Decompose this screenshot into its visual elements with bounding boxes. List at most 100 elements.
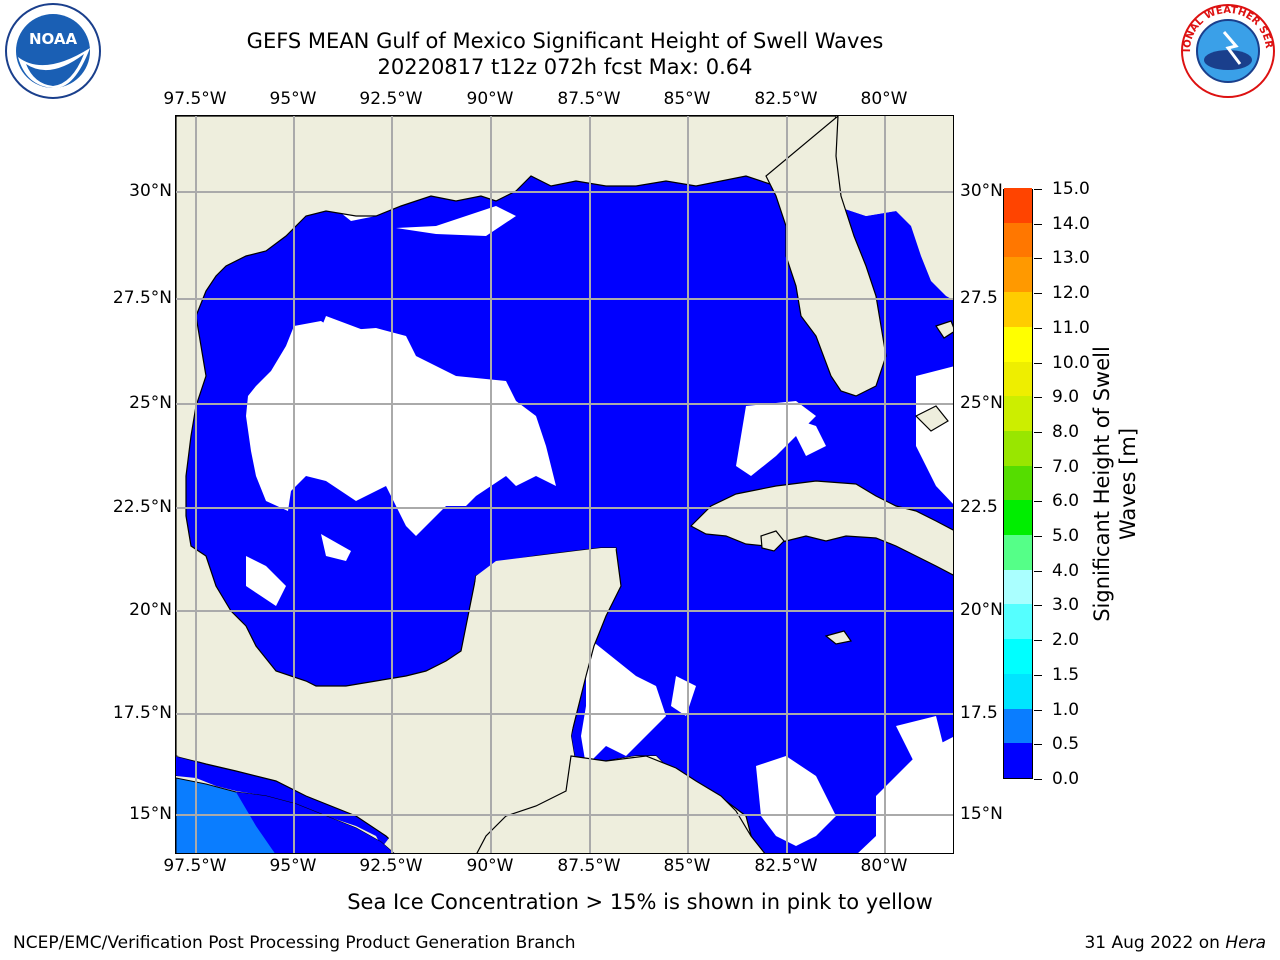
land-florida — [776, 116, 953, 300]
colorbar-tick — [1034, 501, 1042, 503]
colorbar-tick — [1034, 431, 1042, 433]
colorbar-segment — [1004, 326, 1032, 362]
lat-label: 22.5°N — [112, 497, 172, 517]
land-honduras — [476, 755, 766, 853]
colorbar-tick — [1034, 293, 1042, 295]
land-jamaica — [824, 630, 853, 645]
svg-text:NOAA: NOAA — [29, 30, 78, 48]
colorbar-tick — [1034, 466, 1042, 468]
land-bahamas-2 — [914, 405, 949, 432]
colorbar-tick-label: 15.0 — [1052, 179, 1090, 199]
lon-label: 80°W — [860, 856, 908, 876]
colorbar — [1003, 187, 1033, 779]
colorbar-segment — [1004, 395, 1032, 431]
lon-label: 87.5°W — [557, 89, 621, 109]
colorbar-title-line2: Waves [m] — [1116, 427, 1140, 541]
land-bahamas-1 — [935, 320, 953, 339]
colorbar-tick — [1034, 605, 1042, 607]
colorbar-tick — [1034, 674, 1042, 676]
colorbar-segment — [1004, 708, 1032, 744]
colorbar-tick — [1034, 570, 1042, 572]
colorbar-segment — [1004, 256, 1032, 293]
footer-date: 31 Aug 2022 on Hera — [1084, 933, 1266, 953]
colorbar-tick-label: 5.0 — [1052, 526, 1080, 547]
lat-label: 30°N — [129, 181, 172, 201]
lat-label: 27.5 — [960, 288, 998, 308]
colorbar-segment — [1004, 430, 1032, 466]
colorbar-tick-label: 11.0 — [1052, 317, 1090, 338]
colorbar-tick-label: 3.0 — [1052, 595, 1080, 616]
lon-label: 85°W — [663, 856, 711, 876]
colorbar-segment — [1004, 465, 1032, 501]
colorbar-segment — [1004, 499, 1032, 536]
lon-label: 80°W — [860, 89, 908, 109]
lat-label: 15°N — [129, 804, 172, 824]
lon-label: 92.5°W — [359, 89, 423, 109]
colorbar-tick — [1034, 709, 1042, 711]
lat-label: 25°N — [960, 393, 1003, 413]
colorbar-segment — [1004, 534, 1032, 570]
colorbar-tick-label: 13.0 — [1052, 248, 1090, 269]
colorbar-segment — [1004, 361, 1032, 397]
lon-label: 90°W — [466, 89, 514, 109]
colorbar-segment — [1004, 603, 1032, 640]
lat-label: 20°N — [129, 600, 172, 620]
map-title: GEFS MEAN Gulf of Mexico Significant Hei… — [246, 29, 884, 53]
colorbar-tick-label: 6.0 — [1052, 491, 1080, 512]
colorbar-segment — [1004, 569, 1032, 605]
colorbar-tick-label: 4.0 — [1052, 560, 1080, 581]
colorbar-tick-label: 7.0 — [1052, 456, 1080, 477]
lat-label: 17.5°N — [112, 703, 172, 723]
colorbar-segment — [1004, 742, 1032, 778]
lat-label: 27.5°N — [112, 288, 172, 308]
colorbar-tick-label: 9.0 — [1052, 387, 1080, 408]
lon-label: 82.5°W — [754, 89, 818, 109]
lat-label: 30°N — [960, 181, 1003, 201]
colorbar-title: Significant Height of Swell Waves [m] — [1089, 346, 1141, 622]
colorbar-title-line1: Significant Height of Swell — [1090, 346, 1114, 622]
colorbar-tick-label: 8.0 — [1052, 421, 1080, 442]
lon-label: 92.5°W — [359, 856, 423, 876]
nodata-areas — [246, 196, 953, 853]
graticule — [176, 116, 953, 853]
lat-label: 25°N — [129, 393, 172, 413]
colorbar-tick-label: 0.5 — [1052, 734, 1080, 755]
colorbar-segment — [1004, 673, 1032, 709]
lon-label: 90°W — [466, 856, 514, 876]
lon-label: 95°W — [269, 89, 317, 109]
colorbar-tick-label: 10.0 — [1052, 352, 1090, 373]
nws-logo: NATIONAL WEATHER SERVICE — [1174, 0, 1278, 100]
lon-label: 97.5°W — [163, 89, 227, 109]
colorbar-tick — [1034, 536, 1042, 538]
colorbar-tick — [1034, 744, 1042, 746]
colorbar-tick-label: 0.0 — [1052, 769, 1080, 789]
map-svg — [176, 116, 953, 853]
sea-ice-note: Sea Ice Concentration > 15% is shown in … — [347, 890, 933, 914]
colorbar-tick-label: 12.0 — [1052, 283, 1090, 304]
lon-label: 85°W — [663, 89, 711, 109]
colorbar-tick — [1034, 397, 1042, 399]
lon-label: 82.5°W — [754, 856, 818, 876]
colorbar-tick-label: 2.0 — [1052, 630, 1080, 651]
map-panel[interactable] — [175, 115, 954, 854]
colorbar-tick — [1034, 779, 1042, 780]
footer-machine: Hera — [1225, 933, 1266, 953]
lat-label: 17.5 — [960, 703, 998, 723]
colorbar-tick — [1034, 640, 1042, 642]
lat-label: 15°N — [960, 804, 1003, 824]
colorbar-tick — [1034, 362, 1042, 364]
colorbar-segment — [1004, 222, 1032, 258]
colorbar-tick — [1034, 223, 1042, 225]
colorbar-tick-label: 1.5 — [1052, 664, 1080, 685]
colorbar-tick-label: 14.0 — [1052, 213, 1090, 234]
footer-branch: NCEP/EMC/Verification Post Processing Pr… — [13, 933, 576, 953]
colorbar-tick — [1034, 189, 1042, 190]
map-subtitle: 20220817 t12z 072h fcst Max: 0.64 — [377, 55, 753, 79]
lat-label: 22.5 — [960, 497, 998, 517]
lon-label: 87.5°W — [557, 856, 621, 876]
colorbar-segment — [1004, 638, 1032, 674]
pacific-ocean-deep — [236, 792, 394, 853]
colorbar-tick — [1034, 258, 1042, 260]
lat-label: 20°N — [960, 600, 1003, 620]
land-isle-of-youth — [760, 530, 785, 552]
